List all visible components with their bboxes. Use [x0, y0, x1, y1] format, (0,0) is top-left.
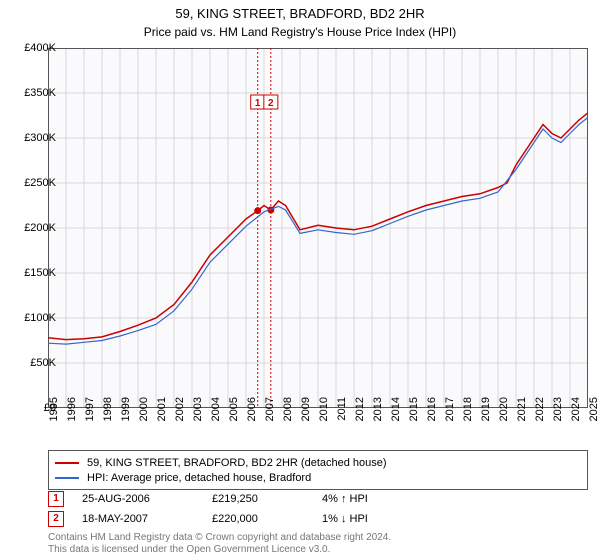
x-tick-label: 1996: [66, 397, 78, 431]
sale-date: 18-MAY-2007: [82, 513, 212, 525]
table-row: 1 25-AUG-2006 £219,250 4% ↑ HPI: [48, 490, 422, 508]
x-tick-label: 2003: [192, 397, 204, 431]
x-tick-label: 2013: [372, 397, 384, 431]
x-tick-label: 2005: [228, 397, 240, 431]
chart-subtitle: Price paid vs. HM Land Registry's House …: [0, 23, 600, 47]
x-tick-label: 2018: [462, 397, 474, 431]
x-tick-label: 2009: [300, 397, 312, 431]
x-tick-label: 2022: [534, 397, 546, 431]
x-tick-label: 2014: [390, 397, 402, 431]
y-tick-label: £400K: [12, 42, 56, 54]
sales-table: 1 25-AUG-2006 £219,250 4% ↑ HPI 2 18-MAY…: [48, 490, 422, 530]
x-tick-label: 2007: [264, 397, 276, 431]
footer-attribution: Contains HM Land Registry data © Crown c…: [48, 532, 391, 556]
legend-item: 59, KING STREET, BRADFORD, BD2 2HR (deta…: [55, 455, 581, 470]
x-tick-label: 2017: [444, 397, 456, 431]
x-tick-label: 2004: [210, 397, 222, 431]
y-tick-label: £300K: [12, 132, 56, 144]
legend-swatch: [55, 462, 79, 464]
y-tick-label: £150K: [12, 267, 56, 279]
x-tick-label: 2002: [174, 397, 186, 431]
svg-text:1: 1: [255, 98, 261, 109]
chart-container: 59, KING STREET, BRADFORD, BD2 2HR Price…: [0, 0, 600, 560]
sale-pct: 4% ↑ HPI: [322, 493, 422, 505]
x-tick-label: 2006: [246, 397, 258, 431]
y-tick-label: £100K: [12, 312, 56, 324]
x-tick-label: 1999: [120, 397, 132, 431]
sale-marker-badge: 1: [48, 491, 64, 507]
legend: 59, KING STREET, BRADFORD, BD2 2HR (deta…: [48, 450, 588, 490]
svg-text:2: 2: [268, 98, 274, 109]
x-tick-label: 2011: [336, 397, 348, 431]
x-tick-label: 2021: [516, 397, 528, 431]
legend-label: HPI: Average price, detached house, Brad…: [87, 472, 311, 484]
x-tick-label: 2012: [354, 397, 366, 431]
x-tick-label: 2010: [318, 397, 330, 431]
table-row: 2 18-MAY-2007 £220,000 1% ↓ HPI: [48, 510, 422, 528]
y-tick-label: £350K: [12, 87, 56, 99]
x-tick-label: 1998: [102, 397, 114, 431]
x-tick-label: 2019: [480, 397, 492, 431]
legend-swatch: [55, 477, 79, 479]
x-tick-label: 2000: [138, 397, 150, 431]
x-tick-label: 2024: [570, 397, 582, 431]
sale-pct: 1% ↓ HPI: [322, 513, 422, 525]
legend-item: HPI: Average price, detached house, Brad…: [55, 470, 581, 485]
x-tick-label: 2001: [156, 397, 168, 431]
legend-label: 59, KING STREET, BRADFORD, BD2 2HR (deta…: [87, 457, 387, 469]
x-tick-label: 2015: [408, 397, 420, 431]
x-tick-label: 2020: [498, 397, 510, 431]
footer-line: Contains HM Land Registry data © Crown c…: [48, 532, 391, 544]
chart-svg: 12: [48, 48, 588, 408]
x-tick-label: 2016: [426, 397, 438, 431]
x-tick-label: 2023: [552, 397, 564, 431]
x-tick-label: 2025: [588, 397, 600, 431]
sale-date: 25-AUG-2006: [82, 493, 212, 505]
x-tick-label: 2008: [282, 397, 294, 431]
x-tick-label: 1995: [48, 397, 60, 431]
y-tick-label: £200K: [12, 222, 56, 234]
y-tick-label: £50K: [12, 357, 56, 369]
y-tick-label: £250K: [12, 177, 56, 189]
sale-price: £219,250: [212, 493, 322, 505]
chart-title: 59, KING STREET, BRADFORD, BD2 2HR: [0, 0, 600, 23]
plot-area: 12: [48, 48, 588, 408]
sale-price: £220,000: [212, 513, 322, 525]
sale-marker-badge: 2: [48, 511, 64, 527]
footer-line: This data is licensed under the Open Gov…: [48, 544, 391, 556]
x-tick-label: 1997: [84, 397, 96, 431]
